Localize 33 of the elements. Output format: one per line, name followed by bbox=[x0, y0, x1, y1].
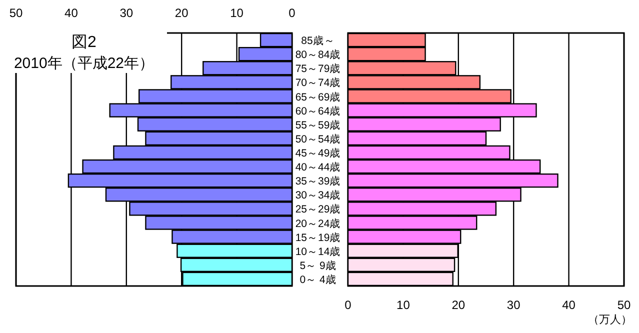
x-tick-label: 0 bbox=[344, 298, 352, 312]
y-tick-label: 45～49歳 bbox=[295, 146, 341, 160]
y-tick-label: 75～79歳 bbox=[295, 62, 341, 76]
x-tick-label: 20 bbox=[452, 298, 466, 312]
y-tick-label: 5～ 9歳 bbox=[300, 258, 336, 272]
x-tick-label: 50 bbox=[617, 298, 631, 312]
x-axis-title: （万人） bbox=[588, 314, 632, 326]
y-tick-label: 10～14歳 bbox=[295, 244, 341, 258]
x-tick-label: 30 bbox=[120, 6, 134, 20]
y-tick-label: 40～44歳 bbox=[295, 160, 341, 174]
x-tick-label: 40 bbox=[64, 6, 78, 20]
x-tick-label: 40 bbox=[562, 298, 576, 312]
y-tick-label: 70～74歳 bbox=[295, 76, 341, 90]
x-tick-label: 10 bbox=[230, 6, 244, 20]
x-tick-label: 10 bbox=[396, 298, 410, 312]
y-tick-label: 80～84歳 bbox=[295, 48, 341, 62]
x-tick-label: 0 bbox=[288, 6, 296, 20]
y-tick-label: 0～ 4歳 bbox=[300, 272, 336, 286]
chart-title: 図2 bbox=[72, 34, 97, 51]
y-tick-label: 15～19歳 bbox=[295, 230, 341, 244]
y-tick-label: 55～59歳 bbox=[295, 118, 341, 132]
y-tick-label: 30～34歳 bbox=[295, 188, 341, 202]
y-tick-label: 50～54歳 bbox=[295, 132, 341, 146]
y-tick-label: 65～69歳 bbox=[295, 90, 341, 104]
y-tick-label: 85歳～ bbox=[301, 34, 335, 48]
x-tick-label: 30 bbox=[506, 298, 521, 312]
x-tick-label: 20 bbox=[174, 6, 189, 20]
y-tick-label: 35～39歳 bbox=[295, 174, 341, 188]
y-tick-label: 20～24歳 bbox=[295, 216, 341, 230]
y-tick-label: 60～64歳 bbox=[295, 104, 341, 118]
y-tick-label: 25～29歳 bbox=[295, 202, 341, 216]
text: 2010年（平成22年） bbox=[14, 55, 154, 72]
x-tick-label: 50 bbox=[9, 6, 23, 20]
